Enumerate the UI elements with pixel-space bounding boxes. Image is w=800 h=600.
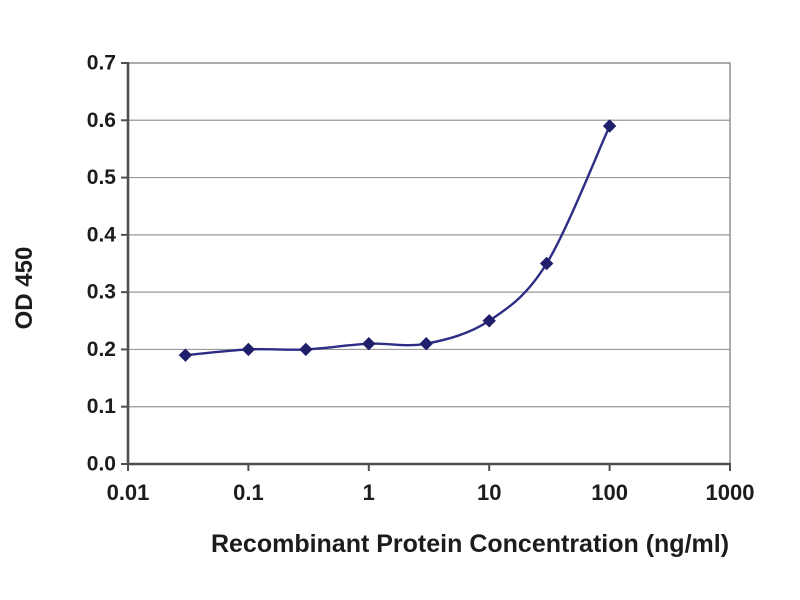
y-tick-label: 0.3 <box>87 281 116 304</box>
gridlines <box>128 119 730 408</box>
x-tick-label: 10 <box>477 480 501 505</box>
data-point-marker <box>602 119 617 133</box>
data-point-marker <box>241 342 256 357</box>
y-tick-label: 0.0 <box>87 453 116 476</box>
y-tick-label: 0.1 <box>87 395 117 418</box>
x-tick-label: 100 <box>591 480 628 505</box>
data-point-marker <box>419 336 433 351</box>
x-axis-title: Recombinant Protein Concentration (ng/ml… <box>211 530 729 558</box>
plot-border <box>126 62 731 466</box>
y-tick-label: 0.5 <box>87 166 117 189</box>
data-series <box>178 119 617 362</box>
data-point-marker <box>362 336 376 351</box>
x-tick-label: 0.1 <box>233 480 264 505</box>
plot-area-border <box>127 62 731 465</box>
y-tick-label: 0.2 <box>87 338 116 361</box>
x-tick-label: 1000 <box>706 480 755 505</box>
axis-ticks <box>121 62 731 471</box>
y-tick-labels: 0.0 0.1 0.2 0.3 0.4 0.5 0.6 0.7 <box>87 52 117 476</box>
data-point-marker <box>178 348 193 362</box>
data-point-marker <box>299 342 313 357</box>
x-tick-label: 1 <box>363 480 375 505</box>
x-tick-labels: 0.01 0.1 1 10 100 1000 <box>107 480 755 505</box>
y-axis-title: OD 450 <box>11 247 38 330</box>
data-point-marker <box>482 314 496 328</box>
x-tick-label: 0.01 <box>107 480 150 505</box>
y-tick-label: 0.7 <box>87 52 116 75</box>
y-tick-label: 0.6 <box>87 109 116 132</box>
series-line <box>184 124 611 357</box>
y-tick-label: 0.4 <box>87 223 117 246</box>
data-point-marker <box>539 256 554 271</box>
